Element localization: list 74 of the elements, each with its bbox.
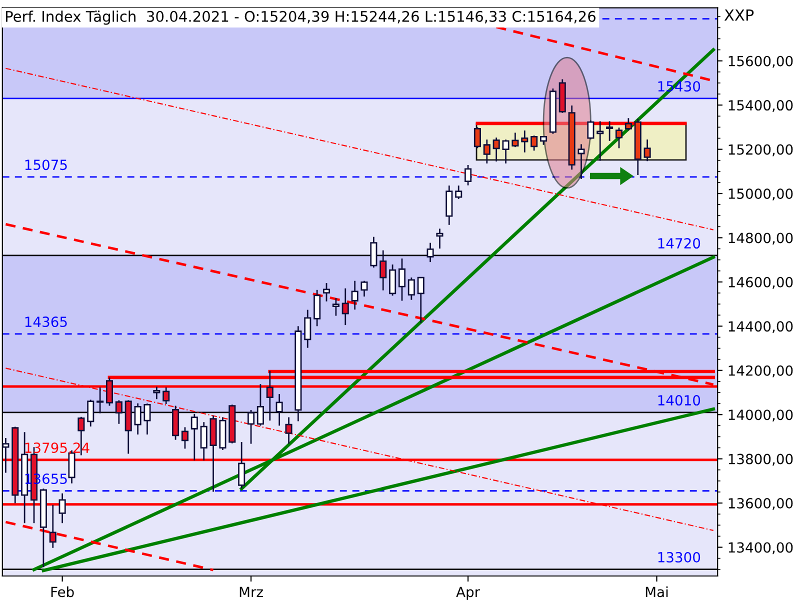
candlestick bbox=[360, 280, 368, 298]
candlestick bbox=[398, 258, 406, 302]
candlestick bbox=[266, 370, 274, 422]
candlestick bbox=[106, 376, 114, 406]
candlestick bbox=[512, 132, 519, 148]
candlestick bbox=[115, 400, 122, 425]
candlestick bbox=[587, 120, 594, 140]
candlestick bbox=[408, 276, 415, 301]
candlestick bbox=[247, 409, 255, 444]
ref-line-label: 13300 bbox=[658, 552, 700, 563]
y-tick-label: 13800,00 bbox=[728, 454, 793, 466]
candlestick bbox=[322, 282, 330, 302]
candlestick bbox=[256, 383, 264, 426]
x-tick-label: Mrz bbox=[240, 586, 263, 597]
candlestick bbox=[96, 386, 104, 414]
candlestick bbox=[624, 117, 632, 132]
candlestick bbox=[181, 426, 188, 450]
candlestick bbox=[426, 242, 434, 263]
candlestick bbox=[304, 309, 312, 349]
candlestick bbox=[238, 441, 246, 490]
y-tick-label: 15200,00 bbox=[728, 144, 793, 156]
ref-line-label: 15075 bbox=[25, 160, 67, 170]
candlestick bbox=[389, 264, 396, 296]
y-tick-label: 13400,00 bbox=[728, 542, 793, 554]
ref-line-label: 14720 bbox=[658, 238, 700, 249]
candlestick bbox=[276, 393, 283, 426]
x-tick-label: Feb bbox=[51, 586, 74, 598]
candlestick bbox=[144, 402, 151, 436]
candlestick bbox=[521, 130, 528, 154]
y-tick-label: 13600,00 bbox=[728, 498, 793, 510]
y-tick-label: 14600,00 bbox=[728, 276, 793, 289]
candlestick bbox=[2, 437, 10, 474]
candlestick bbox=[190, 413, 198, 462]
candlestick bbox=[351, 280, 358, 310]
candlestick bbox=[285, 416, 292, 444]
ref-line-label: 14365 bbox=[25, 316, 67, 328]
candlestick bbox=[153, 386, 160, 400]
candlestick bbox=[87, 399, 94, 428]
candlestick bbox=[162, 386, 170, 405]
candlestick bbox=[492, 136, 500, 162]
candlestick bbox=[380, 250, 387, 292]
x-tick-label: Apr bbox=[456, 586, 480, 600]
candlestick bbox=[606, 120, 614, 142]
candlestick bbox=[483, 138, 490, 164]
y-tick-label: 14800,00 bbox=[728, 232, 793, 245]
y-tick-label: 14400,00 bbox=[728, 321, 793, 334]
candlestick bbox=[464, 164, 472, 186]
x-tick-label: Mai bbox=[646, 586, 668, 598]
text: XXP bbox=[724, 9, 754, 21]
y-tick-label: 14200,00 bbox=[728, 365, 793, 378]
candlestick bbox=[332, 297, 340, 316]
candlestick bbox=[134, 402, 142, 436]
candlestick bbox=[417, 276, 424, 324]
candlestick bbox=[370, 236, 378, 268]
candlestick bbox=[436, 228, 444, 250]
candlestick bbox=[596, 120, 604, 162]
y-tick-label: 14000,00 bbox=[728, 410, 793, 422]
ref-line-label: 14010 bbox=[658, 395, 700, 406]
candlestick bbox=[644, 138, 651, 162]
y-tick-label: 15600,00 bbox=[728, 56, 793, 68]
candlestick bbox=[314, 289, 321, 327]
candlestick bbox=[49, 504, 56, 549]
candlestick bbox=[58, 492, 66, 524]
candlestick bbox=[455, 184, 462, 200]
y-tick-label: 15400,00 bbox=[728, 100, 793, 112]
y-tick-label: 15000,00 bbox=[728, 188, 793, 200]
candlestick bbox=[578, 144, 585, 180]
candlestick bbox=[474, 126, 481, 149]
candlestick bbox=[502, 138, 510, 164]
candlestick bbox=[530, 134, 538, 152]
candlestick bbox=[615, 126, 623, 149]
chart-title: Perf. Index Täglich 30.04.2021 - O:15204,39 H:15244,26 L:15146,33 C:15164,26 bbox=[6, 10, 596, 25]
candlestick bbox=[342, 288, 349, 326]
candlestick bbox=[200, 421, 208, 462]
